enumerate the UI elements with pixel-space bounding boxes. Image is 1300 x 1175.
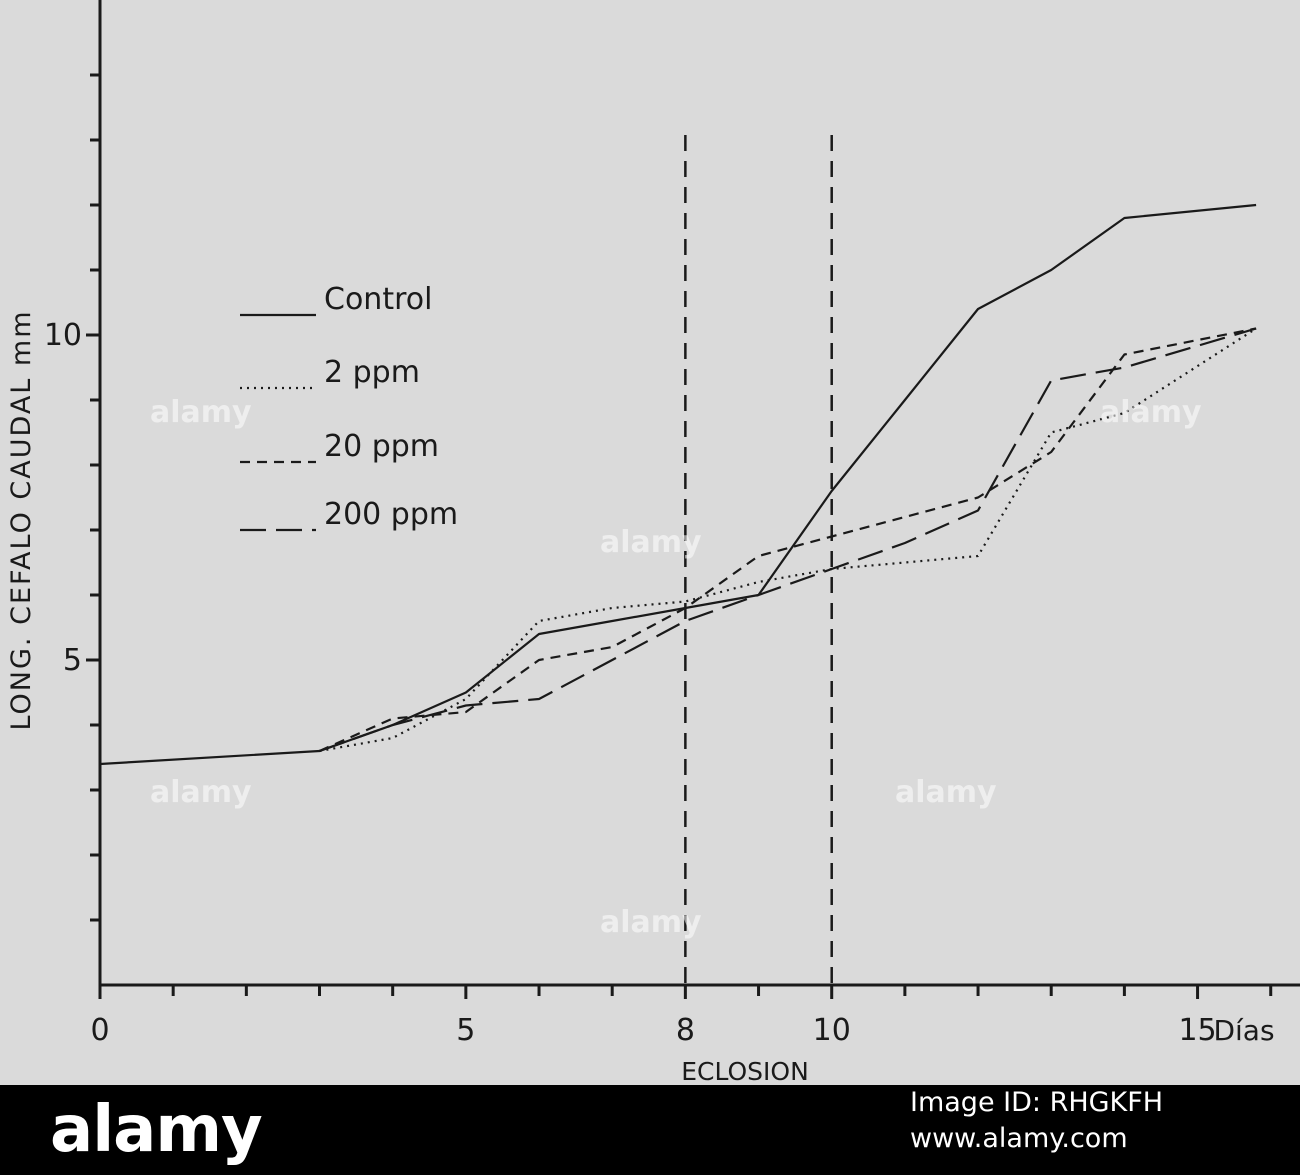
watermark-text: alamy	[600, 525, 702, 560]
legend-label: Control	[324, 282, 432, 317]
x-tick-label: 8	[676, 1013, 695, 1048]
series-line-control	[99, 203, 1257, 766]
line-chart: 0 5 8 10 15 5 10 Control 2 ppm 20 ppm 200 ppm LON…	[0, 0, 1300, 1085]
series-lines	[99, 203, 1257, 766]
image-info: Image ID: RHGKFH www.alamy.com	[910, 1085, 1163, 1157]
x-tick-label: 10	[813, 1013, 851, 1048]
chart-photo: 0 5 8 10 15 5 10 Control 2 ppm 20 ppm 200 ppm LON…	[0, 0, 1300, 1085]
watermark-text: alamy	[1100, 395, 1202, 430]
x-tick-label: 15	[1178, 1013, 1216, 1048]
x-axis-label: ECLOSION	[681, 1057, 809, 1085]
watermark-text: alamy	[895, 775, 997, 810]
legend-label: 200 ppm	[324, 497, 458, 532]
watermark-text: alamy	[150, 395, 252, 430]
footer-bar: alamy Image ID: RHGKFH www.alamy.com	[0, 1085, 1300, 1175]
y-tick-label: 10	[44, 318, 82, 353]
watermark-text: alamy	[150, 775, 252, 810]
x-tick-label: 0	[90, 1013, 109, 1048]
axes: 0 5 8 10 15 5 10	[44, 0, 1300, 1048]
series-line-20-ppm	[319, 327, 1257, 753]
legend-label: 2 ppm	[324, 355, 420, 390]
axis-labels: LONG. CEFALO CAUDAL mm ECLOSION Días	[6, 309, 1275, 1085]
vertical-reference-lines	[684, 135, 833, 985]
x-axis-unit-label: Días	[1213, 1014, 1274, 1047]
legend: Control 2 ppm 20 ppm 200 ppm	[240, 282, 458, 532]
y-tick-label: 5	[63, 643, 82, 678]
alamy-logo: alamy	[50, 1093, 263, 1167]
legend-label: 20 ppm	[324, 429, 439, 464]
series-line-200-ppm	[319, 327, 1257, 753]
image-id-text: Image ID: RHGKFH	[910, 1087, 1164, 1118]
chart-background	[0, 0, 1300, 1085]
x-tick-label: 5	[456, 1013, 475, 1048]
y-axis-label: LONG. CEFALO CAUDAL mm	[6, 309, 37, 730]
site-url-text: www.alamy.com	[910, 1123, 1128, 1154]
watermark-text: alamy	[600, 905, 702, 940]
